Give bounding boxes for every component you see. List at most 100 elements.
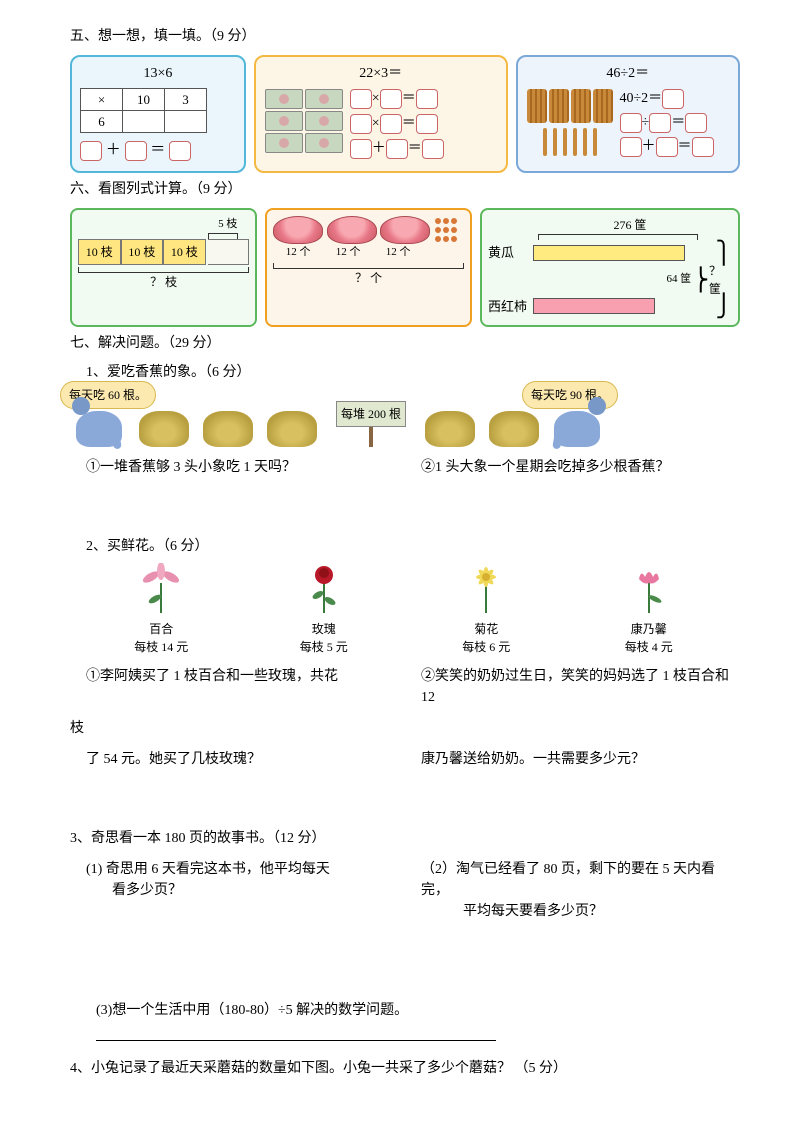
blank-box[interactable] [685,113,707,133]
sign-text: 每堆 200 根 [336,401,406,427]
panel-5b: 22×3＝ × ＝ × ＝ ＋ ＝ [254,55,508,173]
flower-name: 百合 [106,620,216,638]
sticks-image [526,88,614,157]
op: ＝ [671,115,685,130]
banana-pile-icon [420,399,480,447]
brace-icon: ⎫ [716,244,733,262]
blank-box[interactable] [620,137,642,157]
cell: 3 [165,89,207,111]
q3-1a: (1) 奇思用 6 天看完这本书，他平均每天 [86,859,397,880]
blank-box[interactable] [662,89,684,109]
dots-icon [434,217,462,244]
plate-icon [273,216,323,244]
zhi-cells: 10 枝 10 枝 10 枝 [78,239,249,265]
equals-sign: ＝ [150,142,165,158]
blank-box[interactable] [380,89,402,109]
panel-6c: 276 筐 黄瓜 ⎫ 64 筐 ⎬ ？ 筐 西红柿 ⎭ [480,208,740,327]
q3-3: (3)想一个生活中用（180-80）÷5 解决的数学问题。 [96,1000,740,1021]
label-huanggua: 黄瓜 [488,243,533,263]
cell: × [81,89,123,111]
blank-box[interactable] [656,137,678,157]
q2-title: 2、买鲜花。（6 分） [86,536,740,557]
blank-box[interactable] [350,139,372,159]
label: 12 个 [373,244,423,261]
blank-box[interactable] [80,141,102,161]
q3-1b: 看多少页？ [86,880,397,901]
cell: 10 [123,89,165,111]
blank-box[interactable] [169,141,191,161]
label-64: 64 筐 [665,271,692,288]
rose-icon [294,563,354,615]
blank-box[interactable] [620,113,642,133]
flower-price: 每枝 14 元 [106,638,216,656]
blank-box[interactable] [350,89,372,109]
q3-2a: （2）淘气已经看了 80 页，剩下的要在 5 天内看完， [421,859,732,901]
money-bills [264,88,344,163]
q2a-tail: 枝 [70,718,740,739]
cell: 10 枝 [163,239,206,265]
panel-6b: 12 个 12 个 12 个 ？ 个 [265,208,472,327]
blank-box[interactable] [416,89,438,109]
q1-title: 1、爱吃香蕉的象。（6 分） [86,362,740,383]
op: × [372,116,380,131]
blank-box[interactable] [350,114,372,134]
op: ＋ [642,139,656,154]
eq-text: 40÷2＝ [620,91,663,106]
banana-pile-icon [262,399,322,447]
op: ＝ [678,139,692,154]
blank-box[interactable] [125,141,147,161]
blank-box[interactable] [380,114,402,134]
label: 12 个 [273,244,323,261]
brace-icon: ⎭ [716,297,733,315]
cell: 10 枝 [78,239,121,265]
op: ＝ [402,91,416,106]
section-6-panels: 5 枝 10 枝 10 枝 10 枝 ？ 枝 12 个 12 个 [70,208,740,327]
flower-name: 康乃馨 [594,620,704,638]
plate-icon [327,216,377,244]
label-276: 276 筐 [488,216,732,234]
cell: 6 [81,111,123,133]
sign: 每堆 200 根 [326,401,416,447]
blank-box[interactable] [422,139,444,159]
q1a-text: ①一堆香蕉够 3 头小象吃 1 天吗？ [70,455,405,480]
op: ＝ [402,116,416,131]
flower-carnation: 康乃馨 每枝 4 元 [594,563,704,656]
banana-pile-icon [134,399,194,447]
plate-icon [380,216,430,244]
panel-5c-equations: 40÷2＝ ÷ ＝ ＋ ＝ [620,88,730,157]
section-5-panels: 13×6 ×103 6 ＋ ＝ 22×3＝ ×＝ ×＝ ＋＝ [70,55,740,173]
flower-price: 每枝 5 元 [269,638,379,656]
q1-illustration: 每天吃 60 根。 每堆 200 根 每天吃 90 根。 [70,387,740,447]
panel-5a: 13×6 ×103 6 ＋ ＝ [70,55,246,173]
q2a-line1: ①李阿姨买了 1 枝百合和一些玫瑰，共花 [70,664,405,710]
answer-line[interactable] [96,1025,496,1041]
banana-pile-icon [198,399,258,447]
panel-5a-head: 13×6 [80,63,236,84]
big-elephant-icon: 每天吃 90 根。 [548,387,608,447]
question-label: ？ 个 [273,269,464,287]
bar-pink [533,298,654,314]
op: ÷ [642,115,650,130]
q3-2b: 平均每天要看多少页？ [421,901,732,922]
q3-title: 3、奇思看一本 180 页的故事书。（12 分） [70,828,740,849]
q4-title: 4、小兔记录了最近天采蘑菇的数量如下图。小兔一共采了多少个蘑菇？ （5 分） [70,1058,740,1079]
q2b-line2: 康乃馨送给奶奶。一共需要多少元？ [405,747,740,772]
op: ＋ [372,141,386,156]
blank-box[interactable] [649,113,671,133]
panel-5b-head: 22×3＝ [264,63,498,84]
q1b-text: ②1 头大象一个星期会吃掉多少根香蕉？ [405,455,740,480]
q2b-line1: ②笑笑的奶奶过生日，笑笑的妈妈选了 1 枝百合和 12 [405,664,740,710]
blank-box[interactable] [416,114,438,134]
section-6-title: 六、看图列式计算。（9 分） [70,179,740,200]
question-label: ？ 枝 [78,273,249,291]
blank-box[interactable] [692,137,714,157]
op: ＝ [408,141,422,156]
label-5zhi: 5 枝 [206,216,249,233]
panel-5a-table: ×103 6 [80,88,207,133]
label: 12 个 [323,244,373,261]
section-7-title: 七、解决问题。（29 分） [70,333,740,354]
op: × [372,91,380,106]
bar-yellow [533,245,685,261]
cell: 10 枝 [121,239,164,265]
blank-box[interactable] [386,139,408,159]
